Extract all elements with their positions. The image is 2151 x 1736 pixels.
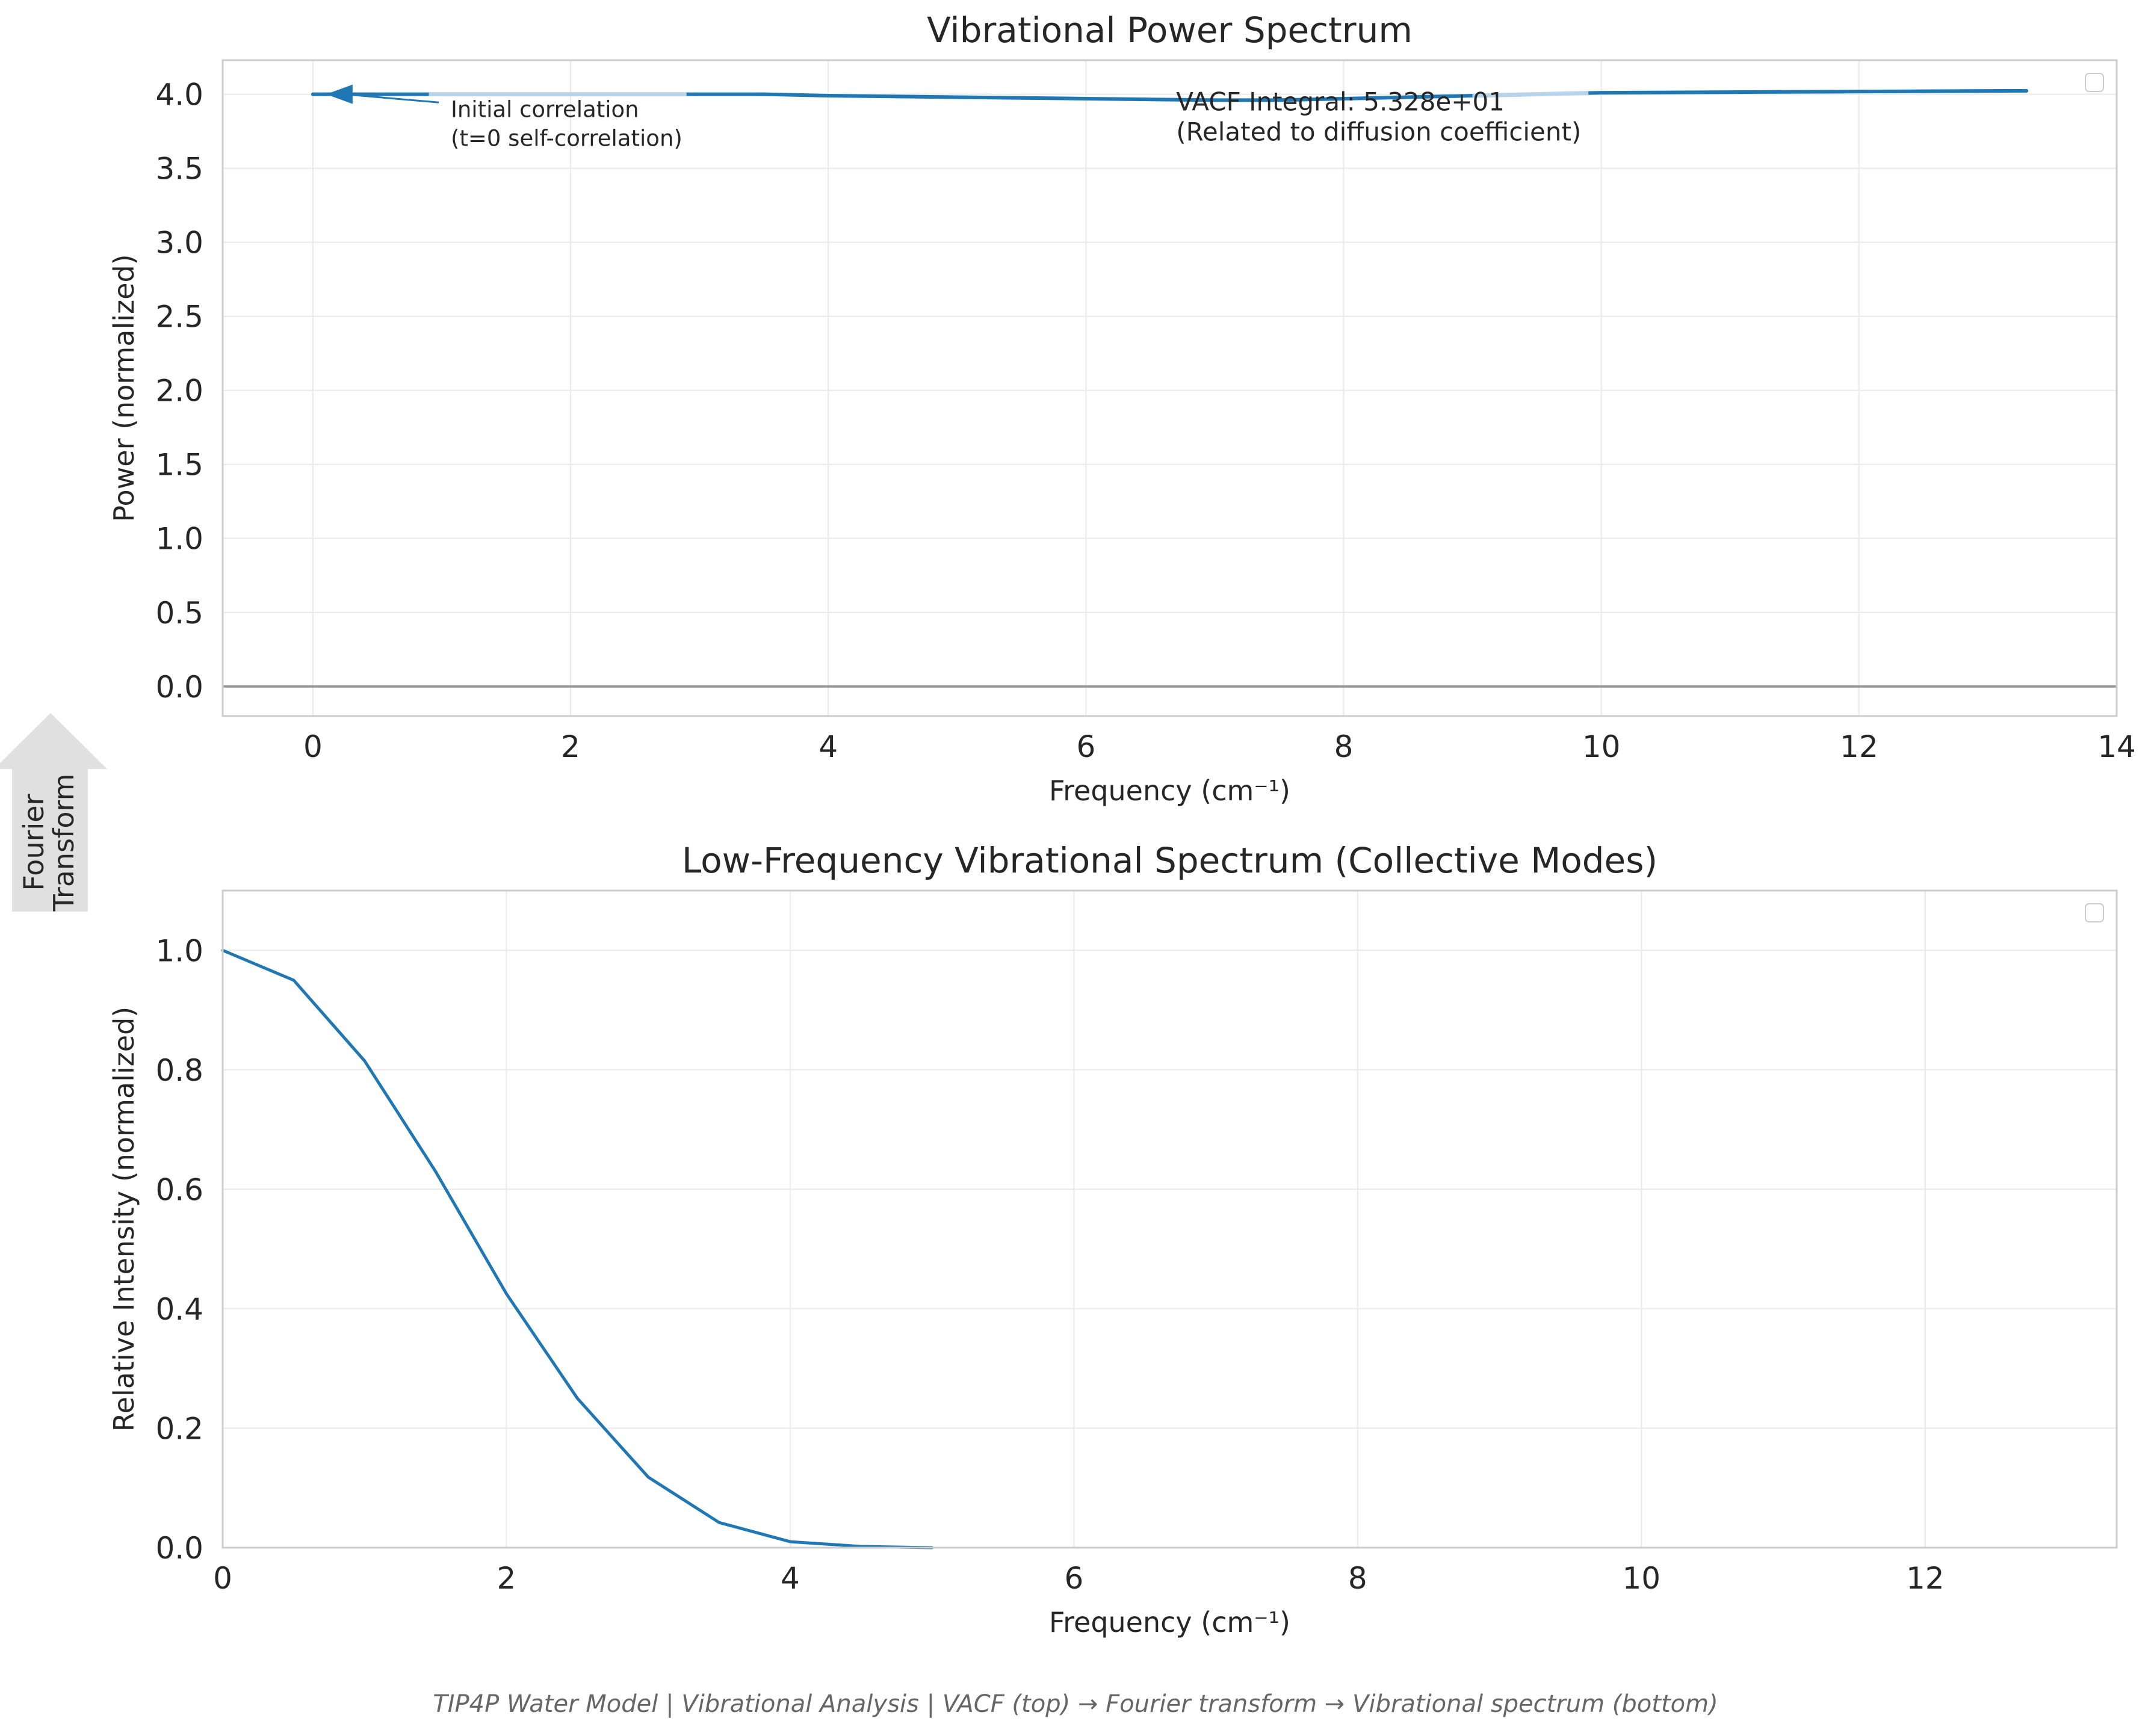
y-tick-label: 2.5	[155, 300, 203, 335]
y-tick-label: 1.0	[155, 522, 203, 557]
x-tick-label: 12	[1906, 1561, 1945, 1596]
y-tick-label: 0.6	[155, 1172, 203, 1207]
power-spectrum-y-axis-label: Power (normalized)	[108, 254, 140, 522]
x-tick-label: 10	[1622, 1561, 1660, 1596]
y-tick-label: 3.0	[155, 226, 203, 261]
x-tick-label: 4	[781, 1561, 800, 1596]
low-frequency-spectrum-chart: 0 2 4 6 8 10 12 0.0 0.2 0.4 0.6 0.8 1.0 Low-Frequen…	[108, 840, 2118, 1639]
power-spectrum-series	[311, 88, 2029, 102]
y-tick-label: 4.0	[155, 78, 203, 113]
low-frequency-x-axis-label: Frequency (cm⁻¹)	[1049, 1606, 1290, 1639]
y-tick-label: 1.5	[155, 448, 203, 483]
x-tick-label: 0	[213, 1561, 232, 1596]
initial-correlation-annotation-line2: (t=0 self-correlation)	[451, 125, 682, 151]
low-frequency-y-axis-label: Relative Intensity (normalized)	[108, 1007, 140, 1432]
x-tick-label: 12	[1840, 729, 1878, 764]
low-frequency-y-ticks: 0.0 0.2 0.4 0.6 0.8 1.0	[155, 933, 203, 1566]
y-tick-label: 0.2	[155, 1411, 203, 1446]
y-tick-label: 3.5	[155, 152, 203, 187]
x-tick-label: 2	[561, 729, 580, 764]
x-tick-label: 6	[1064, 1561, 1083, 1596]
highlight-segment	[1472, 91, 1589, 98]
low-frequency-grid	[223, 891, 2117, 1548]
low-frequency-title: Low-Frequency Vibrational Spectrum (Coll…	[682, 840, 1657, 881]
low-frequency-axes-frame	[221, 889, 2118, 1549]
initial-correlation-arrow-line	[344, 93, 439, 103]
x-tick-label: 0	[303, 729, 323, 764]
x-tick-label: 10	[1582, 729, 1621, 764]
x-tick-label: 6	[1076, 729, 1095, 764]
power-spectrum-chart: Initial correlation (t=0 self-correlatio…	[108, 10, 2136, 807]
y-tick-label: 2.0	[155, 374, 203, 409]
y-tick-label: 0.4	[155, 1292, 203, 1327]
y-tick-label: 0.0	[155, 1531, 203, 1566]
y-tick-label: 0.5	[155, 596, 203, 631]
fourier-transform-arrow-shape	[0, 713, 107, 912]
x-tick-label: 8	[1334, 729, 1354, 764]
power-spectrum-legend-box	[2085, 73, 2104, 92]
power-spectrum-y-ticks: 0.0 0.5 1.0 1.5 2.0 2.5 3.0 3.5 4.0	[155, 78, 203, 705]
low-frequency-legend-box	[2085, 903, 2104, 922]
y-tick-label: 1.0	[155, 933, 203, 968]
y-tick-label: 0.8	[155, 1053, 203, 1088]
power-spectrum-axes-frame	[221, 59, 2118, 717]
x-tick-label: 8	[1348, 1561, 1367, 1596]
power-spectrum-x-ticks: 0 2 4 6 8 10 12 14	[303, 729, 2136, 764]
x-tick-label: 14	[2097, 729, 2136, 764]
x-tick-label: 2	[497, 1561, 516, 1596]
x-tick-label: 4	[819, 729, 838, 764]
fourier-transform-label-line2: Transform	[48, 774, 80, 912]
figure-caption: TIP4P Water Model | Vibrational Analysis…	[433, 1690, 1718, 1718]
fourier-transform-label-line1: Fourier	[17, 794, 50, 891]
power-spectrum-title: Vibrational Power Spectrum	[927, 10, 1413, 51]
power-spectrum-annotations: Initial correlation (t=0 self-correlatio…	[326, 84, 1581, 151]
vacf-integral-annotation-line2: (Related to diffusion coefficient)	[1176, 117, 1581, 146]
initial-correlation-arrow-head	[326, 84, 353, 104]
vacf-integral-annotation-line1: VACF Integral: 5.328e+01	[1176, 87, 1505, 116]
initial-correlation-annotation-line1: Initial correlation	[451, 96, 639, 122]
fourier-transform-arrow: Fourier Transform	[0, 713, 107, 912]
power-spectrum-x-axis-label: Frequency (cm⁻¹)	[1049, 774, 1290, 807]
low-frequency-x-ticks: 0 2 4 6 8 10 12	[213, 1561, 1944, 1596]
y-tick-label: 0.0	[155, 670, 203, 705]
